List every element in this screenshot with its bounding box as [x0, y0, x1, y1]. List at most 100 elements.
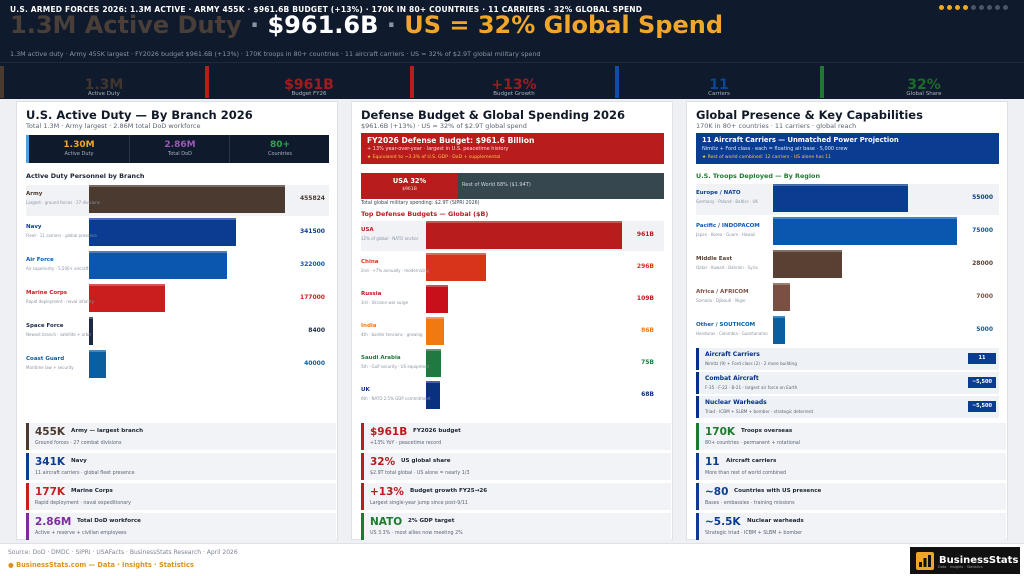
page-dot[interactable] [939, 5, 944, 10]
card-desc: Largest single-year jump since post-9/11 [370, 501, 468, 506]
bar-description: Rapid deployment · naval infantry [26, 299, 95, 304]
kpi-budget: $961B Budget FY26 [205, 66, 409, 98]
headline-separator: · [378, 11, 405, 39]
page-dot[interactable] [995, 5, 1000, 10]
panel-subtitle: $961.6B (+13%) · US = 32% of $2.9T globa… [361, 122, 527, 130]
bar-row: Marine Corps Rapid deployment · naval inf… [17, 284, 357, 316]
bar [773, 250, 842, 278]
kpi-label: Carriers [708, 91, 730, 97]
card-navy: 341K Navy 11 aircraft carriers · global fl… [26, 453, 336, 480]
card-troops-overseas: 170K Troops overseas 80+ countries · perma… [696, 423, 1006, 450]
page-dot[interactable] [947, 5, 952, 10]
bar-label: Navy [26, 224, 42, 230]
bar-description: Air superiority · 5,500+ aircraft [26, 266, 89, 271]
section-title: Active Duty Personnel by Branch [26, 172, 145, 180]
global-spending-caption: Total global military spending: $2.9T (S… [361, 201, 480, 206]
card-value: 177K [35, 486, 66, 498]
card-title: Troops overseas [741, 428, 793, 434]
panel-subtitle: 170K in 80+ countries · 11 carriers · gl… [696, 122, 857, 130]
bar-description: Largest · ground forces · 27 divisions [26, 200, 100, 205]
footer-site-text: BusinessStats.com — Data · Insights · St… [16, 561, 194, 569]
kpi-global-share: 32% Global Share [820, 66, 1024, 98]
bar-row: Air Force Air superiority · 5,500+ aircra… [17, 251, 357, 283]
dot-icon: ● [8, 561, 17, 569]
logo-text: BusinessStats [939, 555, 1019, 566]
card-title: US global share [401, 458, 451, 464]
kpi-strip: 1.3M Active Duty $961B Budget FY26 +13% Bud… [0, 62, 1024, 99]
brand-logo[interactable]: BusinessStats Data · Insights · Statisti… [910, 547, 1020, 574]
kpi-carriers: 11 Carriers [615, 66, 819, 98]
bar-description: 3rd · Ukraine war surge [361, 300, 409, 305]
card-title: Army — largest branch [71, 428, 144, 434]
stat-label: Active Duty [64, 151, 94, 157]
cap-title: Combat Aircraft [705, 375, 759, 382]
bar [89, 185, 285, 213]
section-title: U.S. Troops Deployed — By Region [696, 172, 820, 180]
page-dot[interactable] [955, 5, 960, 10]
card-desc: 80+ countries · permanent + rotational [705, 441, 801, 446]
kpi-label: Budget FY26 [291, 91, 327, 97]
card-title: Marine Corps [71, 488, 113, 494]
bar-label: Air Force [26, 257, 54, 263]
bar-label: Coast Guard [26, 356, 65, 362]
cap-title: Nuclear Warheads [705, 399, 767, 406]
bar-value: 8400 [308, 327, 325, 334]
page-dot[interactable] [963, 5, 968, 10]
bar [773, 217, 957, 245]
bar-description: 2nd · +7% annually · modernizing [361, 268, 430, 273]
bar-label: Pacific / INDOPACOM [696, 223, 760, 229]
cap-desc: F-35 · F-22 · B-21 · largest air force o… [705, 385, 798, 390]
card-desc: Ground forces · 27 combat divisions [35, 441, 122, 446]
carriers-banner: 11 Aircraft Carriers — Unmatched Power P… [696, 133, 999, 164]
bar-value: 75000 [972, 227, 993, 234]
bar [426, 285, 448, 313]
bar-row: Africa / AFRICOM Somalia · Djibouti · Nig… [687, 283, 1024, 315]
bar-row: Pacific / INDOPACOM Japan · Korea · Guam … [687, 217, 1024, 249]
card-title: Aircraft carriers [726, 458, 777, 464]
stat-label: Total DoD [167, 151, 193, 157]
card-value: 341K [35, 456, 66, 468]
footer-site-link[interactable]: ● BusinessStats.com — Data · Insights · … [8, 561, 194, 569]
bar-label: Russia [361, 291, 382, 297]
headline-global-share: US = 32% Global Spend [404, 11, 723, 39]
card-desc: $2.9T total global · US alone = nearly 1… [370, 471, 470, 476]
bar-description: 5th · Gulf security · US equipment [361, 364, 430, 369]
bar-description: Maritime law + security [26, 365, 74, 370]
card-title: Nuclear warheads [747, 518, 804, 524]
stat-total-dod: 2.86M Total DoD [129, 135, 229, 163]
bar [426, 253, 486, 281]
header: U.S. ARMED FORCES 2026: 1.3M ACTIVE · AR… [0, 0, 1024, 62]
bar-row: Army Largest · ground forces · 27 divisio… [26, 185, 329, 216]
bar-row: Europe / NATO Germany · Poland · Baltics … [696, 184, 999, 215]
bar [773, 283, 790, 311]
bar-value: 86B [641, 327, 654, 334]
bar [89, 284, 165, 312]
card-desc: 11 aircraft carriers · global fleet pres… [35, 471, 135, 476]
header-kicker: U.S. ARMED FORCES 2026: 1.3M ACTIVE · AR… [10, 5, 643, 14]
share-row-label: Rest of World 68% ($1.94T) [462, 182, 531, 188]
page-dot[interactable] [979, 5, 984, 10]
card-title: 2% GDP target [408, 518, 455, 524]
card-value: ~5.5K [705, 516, 741, 528]
page-dot[interactable] [987, 5, 992, 10]
bar [426, 317, 444, 345]
banner-line: + 13% year-over-year · largest in U.S. p… [367, 146, 509, 152]
banner-title: 11 Aircraft Carriers — Unmatched Power P… [702, 136, 899, 144]
panel-active-duty: U.S. Active Duty — By Branch 2026 Total … [16, 101, 338, 540]
kpi-label: Global Share [906, 91, 942, 97]
bar-label: Marine Corps [26, 290, 68, 296]
bar-label: Africa / AFRICOM [696, 289, 749, 295]
panel-budget: Defense Budget & Global Spending 2026 $9… [351, 101, 673, 540]
page-dot[interactable] [1003, 5, 1008, 10]
bar-row: Middle East Qatar · Kuwait · Bahrain · Sy… [687, 250, 1024, 282]
bar-row: Other / SOUTHCOM Honduras · Colombia · Gu… [687, 316, 1024, 348]
card-warheads: ~5.5K Nuclear warheads Strategic triad · I… [696, 513, 1006, 540]
bar-description: Honduras · Colombia · Guantanamo [696, 331, 768, 336]
page-dot[interactable] [971, 5, 976, 10]
card-desc: Bases · embassies · training missions [705, 501, 795, 506]
card-desc: More than rest of world combined [705, 471, 787, 476]
card-value: 170K [705, 426, 736, 438]
card-value: 11 [705, 456, 720, 468]
card-desc: +13% YoY · peacetime record [370, 441, 442, 446]
bar [89, 251, 227, 279]
